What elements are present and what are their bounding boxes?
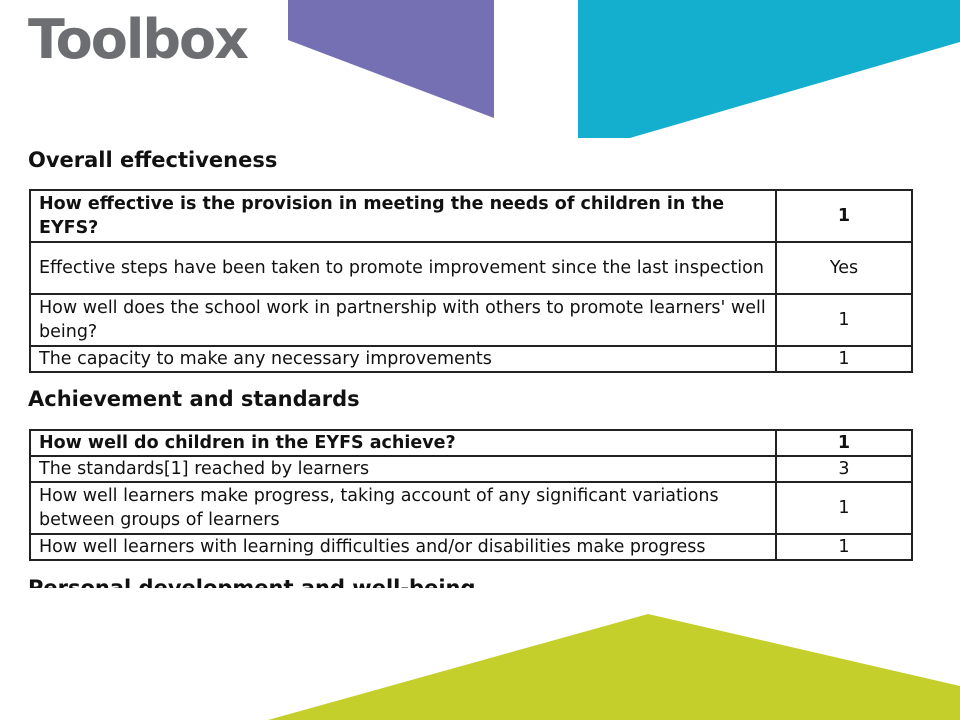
question-cell: How well learners make progress, taking … xyxy=(29,481,777,535)
rating-cell: 1 xyxy=(775,533,913,561)
table-row: The capacity to make any necessary impro… xyxy=(29,345,913,373)
purple-shape xyxy=(288,0,494,118)
lime-shape xyxy=(268,614,960,720)
table-row: How well learners with learning difficul… xyxy=(29,533,913,561)
rating-cell: 1 xyxy=(775,345,913,373)
table-row: How well do children in the EYFS achieve… xyxy=(29,429,913,457)
table-row: Effective steps have been taken to promo… xyxy=(29,241,913,295)
cyan-shape xyxy=(578,0,960,138)
question-cell: How well does the school work in partner… xyxy=(29,293,777,347)
question-cell: How well do children in the EYFS achieve… xyxy=(29,429,777,457)
section-title-achievement-and-standards: Achievement and standards xyxy=(28,387,360,411)
table-row: How effective is the provision in meetin… xyxy=(29,189,913,243)
rating-cell: 1 xyxy=(775,293,913,347)
table-row: The standards[1] reached by learners 3 xyxy=(29,455,913,483)
section-title-overall-effectiveness: Overall effectiveness xyxy=(28,148,278,172)
rating-cell: 3 xyxy=(775,455,913,483)
toolbox-logo: Toolbox xyxy=(28,8,249,71)
rating-cell: 1 xyxy=(775,429,913,457)
table-row: How well does the school work in partner… xyxy=(29,293,913,347)
overall-effectiveness-table: How effective is the provision in meetin… xyxy=(29,189,913,373)
question-cell: The standards[1] reached by learners xyxy=(29,455,777,483)
rating-cell: 1 xyxy=(775,481,913,535)
clipped-heading: Personal development and well-being xyxy=(0,573,960,588)
question-cell: The capacity to make any necessary impro… xyxy=(29,345,777,373)
question-cell: How well learners with learning difficul… xyxy=(29,533,777,561)
rating-cell: Yes xyxy=(775,241,913,295)
table-row: How well learners make progress, taking … xyxy=(29,481,913,535)
question-cell: How effective is the provision in meetin… xyxy=(29,189,777,243)
question-cell: Effective steps have been taken to promo… xyxy=(29,241,777,295)
rating-cell: 1 xyxy=(775,189,913,243)
clipped-heading-text: Personal development and well-being xyxy=(28,576,476,588)
achievement-and-standards-table: How well do children in the EYFS achieve… xyxy=(29,429,913,561)
